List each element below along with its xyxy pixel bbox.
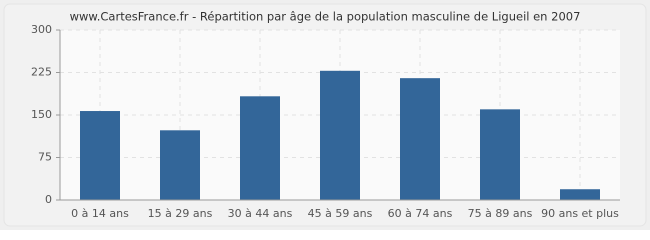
y-tick-label: 300	[31, 23, 52, 36]
y-tick-label: 225	[31, 66, 52, 79]
bar	[320, 70, 360, 200]
y-tick-label: 75	[38, 151, 52, 164]
x-tick-label: 15 à 29 ans	[148, 207, 213, 220]
chart: www.CartesFrance.fr - Répartition par âg…	[0, 0, 650, 230]
x-tick-label: 90 ans et plus	[541, 207, 619, 220]
bar	[560, 189, 600, 200]
bar	[240, 96, 280, 200]
bar	[160, 130, 200, 200]
x-tick-label: 60 à 74 ans	[388, 207, 453, 220]
x-tick-label: 75 à 89 ans	[468, 207, 533, 220]
x-tick-label: 30 à 44 ans	[228, 207, 293, 220]
x-tick-label: 45 à 59 ans	[308, 207, 373, 220]
bar	[480, 109, 520, 200]
bar	[80, 111, 120, 200]
x-tick-label: 0 à 14 ans	[71, 207, 129, 220]
bar	[400, 78, 440, 200]
chart-title: www.CartesFrance.fr - Répartition par âg…	[70, 10, 581, 24]
y-tick-label: 150	[31, 108, 52, 121]
y-tick-label: 0	[45, 193, 52, 206]
